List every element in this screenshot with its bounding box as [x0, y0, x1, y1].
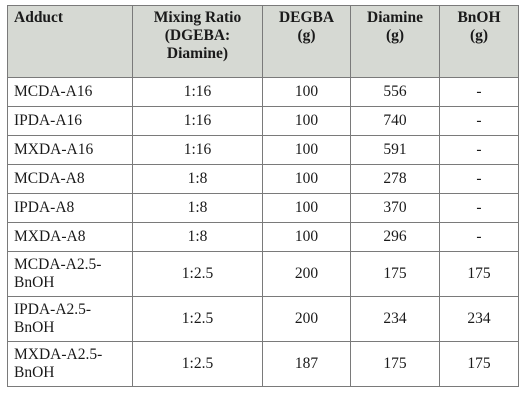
header-adduct: Adduct	[7, 5, 133, 78]
table-body: MCDA-A16 1:16 100 556 - IPDA-A16 1:16 10…	[7, 77, 519, 387]
cell-degba: 100	[262, 193, 351, 223]
cell-adduct: IPDA-A8	[7, 193, 133, 223]
table-row: IPDA-A16 1:16 100 740 -	[7, 106, 519, 136]
table-row: IPDA-A2.5- BnOH 1:2.5 200 234 234	[7, 296, 519, 342]
cell-degba: 200	[262, 296, 351, 342]
cell-degba: 100	[262, 164, 351, 194]
table-row: IPDA-A8 1:8 100 370 -	[7, 193, 519, 223]
cell-bnoh: -	[439, 193, 519, 223]
header-mixing-ratio-line-1: Mixing Ratio	[153, 9, 242, 26]
cell-diamine: 296	[350, 222, 440, 252]
cell-bnoh: 175	[439, 251, 519, 297]
cell-bnoh: -	[439, 164, 519, 194]
cell-adduct: MCDA-A2.5- BnOH	[7, 251, 133, 297]
header-bnoh: BnOH (g)	[439, 5, 519, 78]
cell-adduct: MCDA-A8	[7, 164, 133, 194]
cell-ratio: 1:16	[132, 135, 263, 165]
table-row: MXDA-A2.5- BnOH 1:2.5 187 175 175	[7, 341, 519, 387]
cell-ratio: 1:2.5	[132, 341, 263, 387]
cell-degba: 100	[262, 106, 351, 136]
cell-ratio: 1:2.5	[132, 296, 263, 342]
header-row: Adduct Mixing Ratio (DGEBA: Diamine) DEG…	[7, 5, 519, 78]
table-row: MXDA-A8 1:8 100 296 -	[7, 222, 519, 252]
cell-diamine: 740	[350, 106, 440, 136]
header-mixing-ratio-line-3: Diamine)	[166, 45, 229, 62]
cell-ratio: 1:8	[132, 193, 263, 223]
cell-bnoh: -	[439, 222, 519, 252]
cell-bnoh: 175	[439, 341, 519, 387]
cell-bnoh: -	[439, 106, 519, 136]
cell-diamine: 278	[350, 164, 440, 194]
header-diamine: Diamine (g)	[350, 5, 440, 78]
cell-adduct: MXDA-A8	[7, 222, 133, 252]
cell-diamine: 591	[350, 135, 440, 165]
table-row: MCDA-A2.5- BnOH 1:2.5 200 175 175	[7, 251, 519, 297]
header-bnoh-line-1: BnOH	[457, 9, 501, 26]
header-degba-line-1: DEGBA	[278, 9, 335, 26]
cell-ratio: 1:2.5	[132, 251, 263, 297]
cell-ratio: 1:8	[132, 222, 263, 252]
cell-diamine: 175	[350, 341, 440, 387]
header-mixing-ratio: Mixing Ratio (DGEBA: Diamine)	[132, 5, 263, 78]
cell-bnoh: 234	[439, 296, 519, 342]
cell-adduct: IPDA-A2.5- BnOH	[7, 296, 133, 342]
cell-diamine: 370	[350, 193, 440, 223]
cell-adduct: MCDA-A16	[7, 77, 133, 107]
cell-degba: 200	[262, 251, 351, 297]
cell-ratio: 1:8	[132, 164, 263, 194]
table-header: Adduct Mixing Ratio (DGEBA: Diamine) DEG…	[7, 5, 519, 78]
cell-adduct: MXDA-A2.5- BnOH	[7, 341, 133, 387]
header-mixing-ratio-line-2: (DGEBA:	[164, 27, 231, 44]
cell-degba: 100	[262, 222, 351, 252]
table-row: MCDA-A8 1:8 100 278 -	[7, 164, 519, 194]
cell-diamine: 234	[350, 296, 440, 342]
cell-diamine: 175	[350, 251, 440, 297]
cell-bnoh: -	[439, 77, 519, 107]
header-degba: DEGBA (g)	[262, 5, 351, 78]
cell-ratio: 1:16	[132, 77, 263, 107]
cell-adduct: MXDA-A16	[7, 135, 133, 165]
cell-ratio: 1:16	[132, 106, 263, 136]
cell-bnoh: -	[439, 135, 519, 165]
header-diamine-line-2: (g)	[385, 27, 405, 44]
table-row: MXDA-A16 1:16 100 591 -	[7, 135, 519, 165]
cell-diamine: 556	[350, 77, 440, 107]
cell-degba: 187	[262, 341, 351, 387]
header-degba-line-2: (g)	[297, 27, 316, 44]
header-bnoh-line-2: (g)	[469, 27, 489, 44]
cell-degba: 100	[262, 135, 351, 165]
cell-degba: 100	[262, 77, 351, 107]
cell-adduct: IPDA-A16	[7, 106, 133, 136]
header-diamine-line-1: Diamine	[367, 9, 423, 26]
adduct-table: Adduct Mixing Ratio (DGEBA: Diamine) DEG…	[7, 5, 519, 387]
table-row: MCDA-A16 1:16 100 556 -	[7, 77, 519, 107]
